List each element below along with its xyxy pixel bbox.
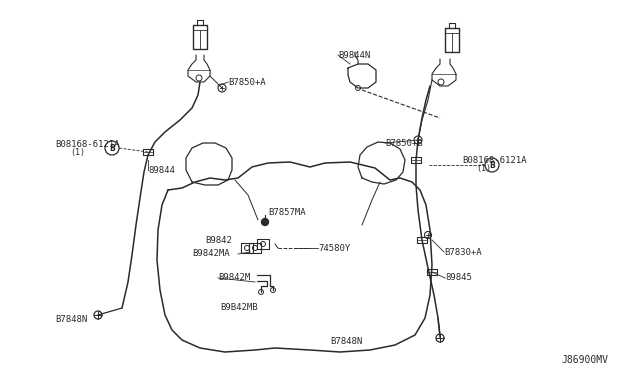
- Text: J86900MV: J86900MV: [561, 355, 608, 365]
- Text: 89845: 89845: [445, 273, 472, 282]
- Text: B: B: [109, 144, 115, 153]
- Text: B7830+A: B7830+A: [444, 247, 482, 257]
- Text: B7848N: B7848N: [55, 315, 87, 324]
- Text: B08168-6121A: B08168-6121A: [462, 155, 527, 164]
- Text: 89844: 89844: [148, 166, 175, 174]
- Text: B7857MA: B7857MA: [268, 208, 306, 217]
- Text: B9842: B9842: [205, 235, 232, 244]
- Text: B9842M: B9842M: [218, 273, 250, 282]
- Text: 74580Y: 74580Y: [318, 244, 350, 253]
- Text: B7850+A: B7850+A: [228, 77, 266, 87]
- Text: B9844N: B9844N: [338, 51, 371, 60]
- Text: B7850+B: B7850+B: [385, 138, 422, 148]
- Text: B9B42MB: B9B42MB: [220, 304, 258, 312]
- Text: (1): (1): [476, 164, 491, 173]
- Text: B08168-6121A: B08168-6121A: [55, 140, 120, 148]
- Text: B: B: [489, 160, 495, 170]
- Circle shape: [262, 218, 269, 225]
- Text: B9842MA: B9842MA: [192, 250, 230, 259]
- Text: B7848N: B7848N: [330, 337, 362, 346]
- Text: (1): (1): [70, 148, 85, 157]
